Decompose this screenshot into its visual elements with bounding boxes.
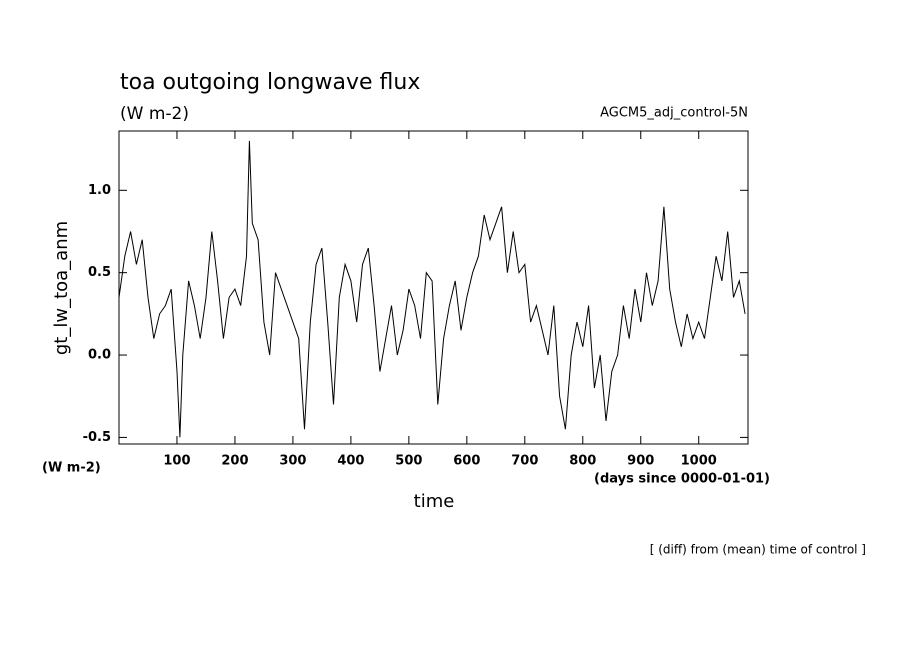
x-tick-label: 300 <box>279 454 306 469</box>
x-tick-label: 700 <box>511 454 538 469</box>
x-tick-label: 1000 <box>681 454 717 469</box>
x-tick-label: 400 <box>337 454 364 469</box>
x-tick-label: 900 <box>627 454 654 469</box>
x-tick-label: 100 <box>163 454 190 469</box>
x-unit: (days since 0000-01-01) <box>594 472 770 487</box>
x-tick-label: 800 <box>569 454 596 469</box>
y-axis-label: gt_lw_toa_anm <box>51 221 72 355</box>
plot-frame <box>118 130 749 445</box>
x-tick-label: 600 <box>453 454 480 469</box>
y-unit: (W m-2) <box>42 461 101 476</box>
y-tick-label: 1.0 <box>88 183 111 198</box>
footnote: [ (diff) from (mean) time of control ] <box>650 543 866 557</box>
data-line <box>118 140 746 438</box>
x-tick-label: 500 <box>395 454 422 469</box>
chart-title: toa outgoing longwave flux <box>120 70 420 95</box>
y-tick-label: -0.5 <box>83 430 111 445</box>
y-tick-label: 0.5 <box>88 265 111 280</box>
x-tick-label: 200 <box>221 454 248 469</box>
x-axis-label: time <box>414 491 455 512</box>
y-tick-label: 0.0 <box>88 348 111 363</box>
annotation: AGCM5_adj_control-5N <box>600 106 748 121</box>
subtitle: (W m-2) <box>120 104 189 124</box>
